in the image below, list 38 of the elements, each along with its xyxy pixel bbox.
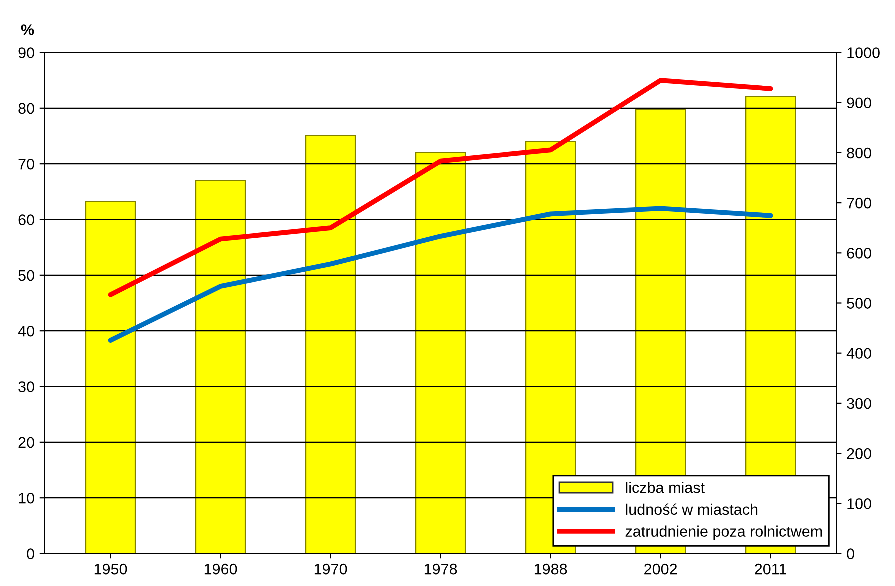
y-tick-label: 50 [18,270,34,282]
x-tick-label: 2002 [644,564,678,575]
x-tick-label: 1988 [534,564,568,575]
x-tick-label: 2011 [755,564,787,575]
y-tick-label: 90 [18,48,34,58]
y2-tick-label: 1000 [848,48,880,58]
bar [85,200,136,554]
bar [415,152,466,554]
y2-tick-label: 800 [847,148,872,159]
line-series [108,78,774,298]
y2-tick-label: 300 [847,398,872,410]
y2-tick-label: 100 [848,498,872,510]
y2-tick-label: 0 [847,548,854,560]
y2-tick-label: 900 [847,98,872,109]
y2-tick-label: 200 [847,448,872,460]
y-tick-label: 60 [18,214,34,226]
y-tick-label: 20 [18,437,34,448]
x-tick-label: 1950 [94,564,128,575]
y-tick-label: 40 [18,326,34,337]
y2-tick-label: 600 [847,248,872,259]
legend-label: zatrudnienie poza rolnictwem [626,526,822,540]
y2-tick-label: 700 [847,198,872,209]
legend-label: liczba miast [626,482,705,494]
y-tick-label: 30 [18,382,34,392]
x-tick-label: 1970 [314,564,348,575]
bar [305,135,356,554]
y-axis-title: % [21,24,34,36]
y2-tick-label: 400 [846,348,872,360]
y-tick-label: 80 [18,103,34,114]
bar [195,180,246,554]
line-series [108,206,774,343]
y-tick-label: 70 [18,158,34,170]
legend-label: ludność w miastach [626,504,758,516]
y-tick-label: 0 [27,548,34,560]
y-tick-label: 10 [19,492,34,504]
y2-tick-label: 500 [847,298,872,309]
x-tick-label: 1960 [204,564,238,575]
x-tick-label: 1978 [424,564,458,575]
